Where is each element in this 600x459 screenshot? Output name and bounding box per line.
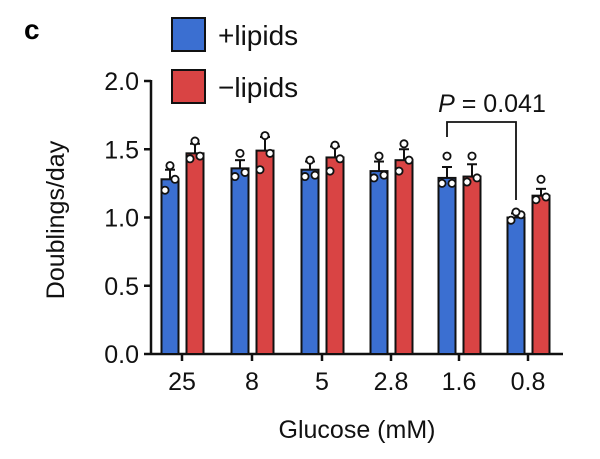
data-point xyxy=(511,207,521,217)
data-point xyxy=(165,161,175,171)
y-tick-label: 0.0 xyxy=(104,341,139,369)
bar-plus-lipids-1.6 xyxy=(437,176,457,355)
data-point xyxy=(437,178,447,188)
data-point xyxy=(160,185,170,195)
bar-plus-lipids-2.8 xyxy=(369,170,389,355)
x-tick-label: 25 xyxy=(168,368,196,396)
x-tick-label: 5 xyxy=(315,368,329,396)
data-point xyxy=(305,155,315,165)
data-point xyxy=(230,172,240,182)
legend-swatch xyxy=(171,69,206,104)
legend-swatch xyxy=(171,17,206,52)
data-point xyxy=(255,165,265,175)
data-point xyxy=(467,151,477,161)
data-point xyxy=(374,151,384,161)
data-point xyxy=(330,140,340,150)
bar-plus-lipids-25 xyxy=(160,178,180,355)
x-tick-label: 8 xyxy=(245,368,259,396)
data-point xyxy=(462,177,472,187)
x-tick-label: 0.8 xyxy=(511,368,546,396)
data-point xyxy=(541,192,551,202)
data-point xyxy=(399,139,409,149)
p-value-annotation: P = 0.041 xyxy=(438,90,546,118)
data-point xyxy=(394,166,404,176)
data-point xyxy=(235,148,245,158)
data-point xyxy=(379,170,389,180)
data-point xyxy=(190,136,200,146)
data-point xyxy=(260,131,270,141)
data-point xyxy=(240,167,250,177)
data-point xyxy=(506,215,516,225)
x-tick-label: 2.8 xyxy=(374,368,409,396)
bar-minus-lipids-25 xyxy=(185,152,205,355)
bar-plus-lipids-5 xyxy=(300,168,320,355)
y-tick-label: 0.5 xyxy=(104,273,139,301)
bar-minus-lipids-5 xyxy=(325,156,345,355)
data-point xyxy=(195,151,205,161)
y-tick-label: 1.5 xyxy=(104,136,139,164)
legend-label: +lipids xyxy=(218,20,298,51)
data-point xyxy=(531,195,541,205)
data-point xyxy=(404,155,414,165)
bar-minus-lipids-1.6 xyxy=(462,175,482,355)
data-point xyxy=(265,148,275,158)
data-point xyxy=(369,173,379,183)
data-point xyxy=(472,173,482,183)
data-point xyxy=(170,174,180,184)
bar-minus-lipids-8 xyxy=(255,149,275,355)
legend-label: −lipids xyxy=(218,72,298,103)
bar-plus-lipids-8 xyxy=(230,167,250,355)
bar-plus-lipids-0.8 xyxy=(506,216,526,355)
x-tick-label: 1.6 xyxy=(442,368,477,396)
y-tick-label: 2.0 xyxy=(104,68,139,96)
data-point xyxy=(447,178,457,188)
data-point xyxy=(310,170,320,180)
data-point xyxy=(536,174,546,184)
y-axis-label: Doublings/day xyxy=(42,140,70,299)
data-point xyxy=(325,166,335,176)
data-point xyxy=(300,172,310,182)
bar-minus-lipids-2.8 xyxy=(394,159,414,355)
data-point xyxy=(335,154,345,164)
panel-label: c xyxy=(24,14,40,45)
data-point xyxy=(442,151,452,161)
bar-minus-lipids-0.8 xyxy=(531,194,551,355)
significance-bracket xyxy=(446,121,517,200)
data-point xyxy=(185,154,195,164)
y-tick-label: 1.0 xyxy=(104,205,139,233)
x-axis-label: Glucose (mM) xyxy=(279,416,436,444)
